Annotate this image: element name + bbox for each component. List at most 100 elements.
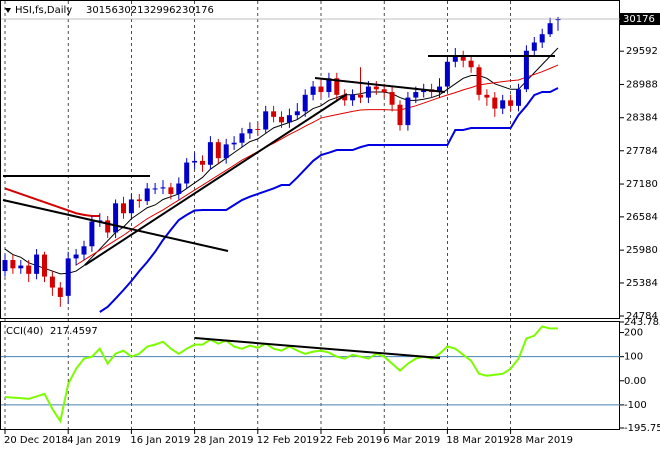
candle-body [358,94,363,98]
y-tick-label: 25980 [626,245,658,256]
candle-body [26,265,32,274]
candle-body [42,254,47,277]
candle-body [437,86,442,93]
candle-body [523,50,529,90]
cci-last-value: 217.4597 [50,326,98,337]
candle-body [452,56,458,62]
chart-title: HSI,fs,Daily [15,5,72,16]
y-tick-label: 27180 [626,179,658,190]
x-tick-label: 20 Dec 2018 [4,435,68,446]
cci-title: CCI(40) [6,326,44,337]
y-tick-label: 26584 [626,212,658,223]
candle-body [389,92,395,105]
last-high: 30213 [118,5,150,16]
candle-body [342,94,348,101]
price-label: 30176 [623,14,655,25]
trend-lines [2,55,555,359]
y-tick-label: 29592 [626,46,658,57]
x-tick-label: 16 Jan 2019 [130,435,190,446]
candle-body [2,260,8,272]
trend-line [194,337,441,359]
candle-body [10,260,16,269]
candle-body [152,188,158,190]
candle-body [89,221,95,247]
y-tick-label: 0.00 [624,376,646,387]
candle-body [168,187,174,194]
y-tick-label: 25384 [626,278,658,289]
y-tick-label: 243.7856 [624,317,660,328]
candle-body [326,78,332,93]
candle-body [310,86,316,95]
candle-body [476,67,482,95]
candle-body [176,183,182,194]
candle-body [279,116,284,123]
candle-body [286,115,292,123]
trend-line [314,77,446,93]
candle-body [192,160,198,163]
candle-body [516,89,521,106]
candle-body [547,23,553,35]
candle-body [247,128,253,134]
candle-body [239,133,245,143]
candle-body [49,276,55,288]
candle-body [81,246,87,255]
indicator-line [4,47,559,275]
candle-body [160,187,166,189]
indicator-line [99,87,559,313]
candle-body [365,86,371,98]
candle-body [223,144,229,159]
candle-body [334,78,340,95]
cci-line [4,325,559,424]
candle-body [373,86,379,90]
last-open: 30156 [86,5,118,16]
candle-body [460,56,466,61]
indicator-line [4,187,100,217]
candle-body [200,160,205,165]
x-tick-label: 12 Feb 2019 [257,435,319,446]
candle-body [128,199,134,214]
candle-body [215,142,221,159]
candle-body [263,111,269,130]
candle-body [65,258,71,296]
candle-body [508,100,514,106]
candle-body [136,199,142,202]
y-tick-label: 100 [624,352,643,363]
x-tick-label: 18 Mar 2019 [446,435,509,446]
y-tick-label: 28384 [626,113,658,124]
x-tick-label: 4 Jan 2019 [67,435,121,446]
candle-body [121,203,126,214]
last-low: 29962 [150,5,182,16]
price-box [620,13,660,26]
candle-body [231,142,237,145]
last-close: 30176 [182,5,214,16]
candle-body [405,97,411,126]
candle-body [350,94,356,101]
cci-panel [0,321,620,430]
candle-body [468,60,474,68]
candle-body [492,97,498,109]
plot: 30176 [1,13,660,424]
y-tick-label: 28988 [626,79,658,90]
y-tick-label: -100 [624,400,647,411]
candle-body [57,287,63,297]
y-tick-label: 24784 [626,311,658,322]
candle-body [413,92,419,98]
x-tick-label: 22 Feb 2019 [320,435,382,446]
price-panel [0,0,620,319]
candle-body [539,34,545,43]
candle-body [318,86,324,93]
candle-body [18,265,24,269]
header-icon [5,8,11,13]
candle-body [531,42,537,51]
candle-body [271,111,277,117]
candle-body [255,128,261,130]
trend-line [84,93,348,266]
candle-body [555,19,561,21]
trend-line [2,199,229,252]
candle-body [381,89,387,93]
y-tick-label: 200 [624,328,643,339]
candle-body [73,254,79,259]
header: HSI,fs,Daily 30156 30213 29962 30176 CCI… [5,5,214,337]
candle-body [113,203,119,233]
candle-body [302,94,308,112]
